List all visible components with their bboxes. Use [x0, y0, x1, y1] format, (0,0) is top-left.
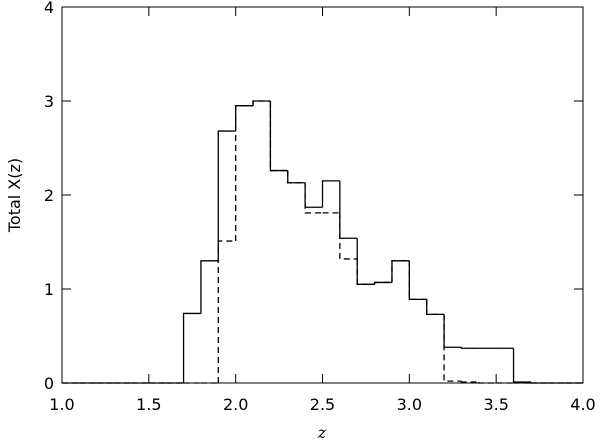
y-tick-label: 2 — [44, 186, 54, 205]
histogram-step — [339, 180, 358, 239]
histogram-step — [426, 299, 445, 316]
histogram-step — [217, 240, 236, 383]
histogram-step — [408, 260, 427, 300]
histogram-step — [512, 348, 531, 383]
x-tick-label: 4.0 — [570, 395, 595, 414]
y-tick-label: 0 — [44, 374, 54, 393]
y-axis-label: Total X(z) — [5, 158, 24, 233]
histogram-step — [478, 382, 497, 384]
histogram-step — [287, 170, 306, 184]
x-tick-label: 3.0 — [397, 395, 422, 414]
histogram-step — [356, 238, 375, 285]
histogram-step — [443, 314, 462, 348]
histogram-step — [235, 105, 254, 132]
histogram-step — [426, 299, 445, 316]
histogram-step — [304, 182, 323, 214]
histogram-step — [287, 170, 306, 184]
y-tick-label: 4 — [44, 0, 54, 17]
histogram-step — [217, 130, 236, 261]
histogram-step — [443, 314, 462, 382]
x-tick-label: 2.0 — [223, 395, 248, 414]
histogram-step — [460, 347, 479, 349]
y-tick-label: 3 — [44, 92, 54, 111]
histogram-step — [269, 101, 288, 172]
histogram-step — [252, 100, 271, 106]
y-tick-label: 1 — [44, 280, 54, 299]
histogram-step — [252, 100, 271, 106]
histogram-step — [235, 105, 254, 242]
histogram-step — [356, 258, 375, 285]
x-tick-label: 1.5 — [136, 395, 161, 414]
histogram-step — [304, 182, 323, 208]
histogram-step — [460, 381, 479, 383]
x-tick-label: 2.5 — [310, 395, 335, 414]
histogram-step — [391, 260, 410, 283]
histogram-step — [200, 260, 219, 314]
histogram-step — [391, 260, 410, 283]
histogram-step — [182, 312, 201, 383]
histogram-step — [321, 180, 340, 208]
histogram-step — [269, 101, 288, 172]
x-tick-label: 3.5 — [483, 395, 508, 414]
histogram-step — [339, 212, 358, 260]
histogram-step — [408, 260, 427, 300]
histogram-step — [373, 281, 392, 285]
x-axis-label: z — [317, 423, 327, 442]
x-tick-label: 1.0 — [49, 395, 74, 414]
